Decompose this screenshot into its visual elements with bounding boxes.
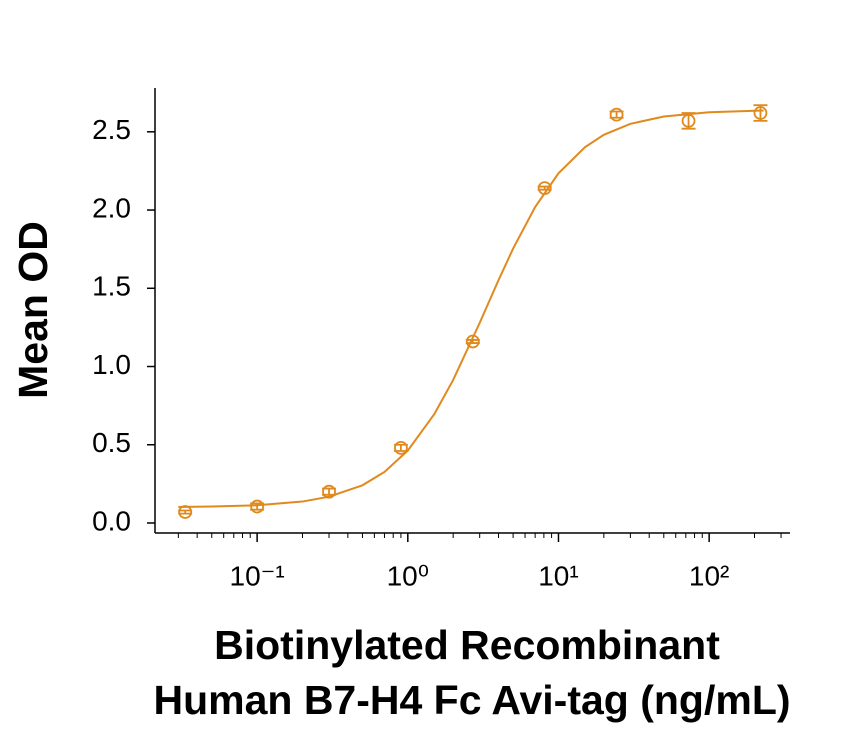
error-bar xyxy=(537,185,552,191)
y-tick-label: 1.0 xyxy=(92,349,131,380)
y-tick-label: 0.5 xyxy=(92,427,131,458)
data-point xyxy=(394,440,408,455)
y-tick-label: 0.0 xyxy=(92,505,131,536)
data-point xyxy=(753,106,768,120)
error-bar xyxy=(465,339,480,344)
data-point xyxy=(465,334,480,349)
y-tick-label: 2.0 xyxy=(92,192,131,223)
data-point xyxy=(322,484,336,499)
data-point xyxy=(681,113,696,128)
y-tick-label: 2.5 xyxy=(92,114,131,145)
data-point xyxy=(178,505,193,519)
x-axis-label: Biotinylated Recombinant xyxy=(214,622,720,668)
data-point xyxy=(537,181,552,196)
y-axis-label: Mean OD xyxy=(10,221,56,399)
data-point xyxy=(609,107,624,122)
x-axis-label: Human B7-H4 Fc Avi-tag (ng/mL) xyxy=(153,677,790,723)
error-bar xyxy=(178,509,193,515)
y-tick-label: 1.5 xyxy=(92,271,131,302)
x-tick-label: 10² xyxy=(689,560,729,591)
data-point xyxy=(250,499,265,514)
x-tick-label: 10⁻¹ xyxy=(230,560,285,591)
x-tick-label: 10¹ xyxy=(538,560,578,591)
fit-curve xyxy=(178,109,764,509)
x-tick-label: 10⁰ xyxy=(387,560,429,591)
